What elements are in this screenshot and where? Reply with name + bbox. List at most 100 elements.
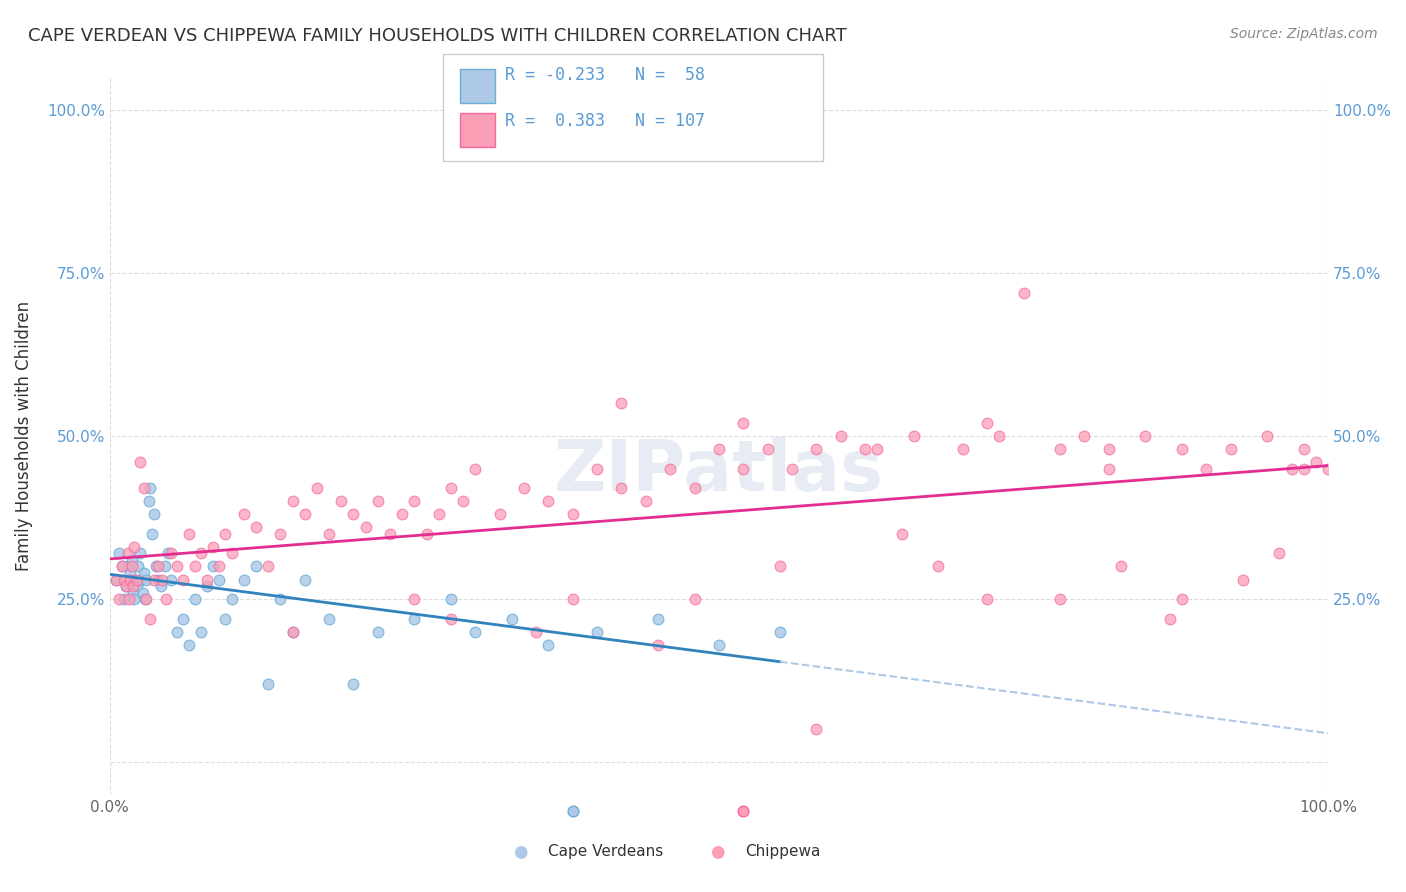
Point	[153, 559, 176, 574]
Point	[172, 573, 194, 587]
Point	[104, 573, 127, 587]
Point	[1012, 285, 1035, 300]
Point	[733, 461, 755, 475]
Point	[610, 481, 633, 495]
Point	[890, 527, 912, 541]
Point	[756, 442, 779, 456]
Point	[707, 442, 730, 456]
Point	[440, 612, 463, 626]
Point	[129, 546, 152, 560]
Point	[464, 461, 486, 475]
Point	[524, 624, 547, 639]
Point	[330, 494, 353, 508]
Point	[830, 429, 852, 443]
Point	[232, 508, 254, 522]
Point	[1098, 442, 1121, 456]
Point	[120, 573, 142, 587]
Point	[132, 566, 155, 580]
Point	[1195, 461, 1218, 475]
Point	[157, 546, 180, 560]
Point	[683, 481, 706, 495]
Point	[132, 481, 155, 495]
Point	[221, 546, 243, 560]
Point	[976, 416, 998, 430]
Point	[866, 442, 889, 456]
Point	[707, 638, 730, 652]
Point	[138, 494, 160, 508]
Point	[1256, 429, 1278, 443]
Point	[131, 573, 153, 587]
Point	[976, 592, 998, 607]
Point	[451, 494, 474, 508]
Point	[195, 573, 218, 587]
Point	[172, 612, 194, 626]
Point	[537, 494, 560, 508]
Point	[257, 559, 280, 574]
Point	[122, 540, 145, 554]
Point	[647, 612, 669, 626]
Point	[122, 592, 145, 607]
Point	[769, 624, 792, 639]
Point	[1049, 442, 1071, 456]
Point	[108, 592, 131, 607]
Point	[488, 508, 510, 522]
Point	[427, 508, 450, 522]
Point	[135, 573, 157, 587]
Point	[683, 592, 706, 607]
Point	[139, 612, 162, 626]
Point	[135, 592, 157, 607]
Point	[141, 527, 163, 541]
Point	[177, 527, 200, 541]
Point	[208, 559, 231, 574]
Point	[125, 573, 148, 587]
Text: R =  0.383   N = 107: R = 0.383 N = 107	[505, 112, 704, 130]
Point	[148, 559, 170, 574]
Point	[159, 546, 181, 560]
Point	[117, 559, 139, 574]
Point	[853, 442, 876, 456]
Point	[184, 592, 207, 607]
Point	[166, 559, 188, 574]
Point	[139, 481, 162, 495]
Point	[121, 553, 143, 567]
Point	[114, 579, 136, 593]
Y-axis label: Family Households with Children: Family Households with Children	[15, 301, 32, 571]
Point	[733, 416, 755, 430]
Point	[342, 508, 364, 522]
Point	[391, 508, 413, 522]
Point	[112, 592, 135, 607]
Point	[318, 527, 340, 541]
Point	[121, 559, 143, 574]
Point	[733, 804, 755, 818]
Point	[221, 592, 243, 607]
Point	[155, 592, 177, 607]
Point	[257, 677, 280, 691]
Point	[148, 573, 170, 587]
Text: ●: ●	[710, 843, 724, 861]
Point	[214, 527, 236, 541]
Point	[122, 585, 145, 599]
Point	[281, 494, 304, 508]
Point	[127, 559, 149, 574]
Point	[281, 624, 304, 639]
Point	[190, 546, 212, 560]
Point	[1073, 429, 1095, 443]
Point	[513, 481, 536, 495]
Point	[586, 461, 609, 475]
Point	[1135, 429, 1157, 443]
Point	[1159, 612, 1181, 626]
Point	[202, 540, 225, 554]
Point	[177, 638, 200, 652]
Point	[125, 579, 148, 593]
Point	[111, 559, 134, 574]
Point	[294, 508, 316, 522]
Point	[281, 624, 304, 639]
Text: ●: ●	[513, 843, 527, 861]
Point	[561, 508, 583, 522]
Point	[561, 592, 583, 607]
Point	[129, 455, 152, 469]
Point	[1292, 442, 1315, 456]
Point	[537, 638, 560, 652]
Point	[440, 481, 463, 495]
Point	[202, 559, 225, 574]
